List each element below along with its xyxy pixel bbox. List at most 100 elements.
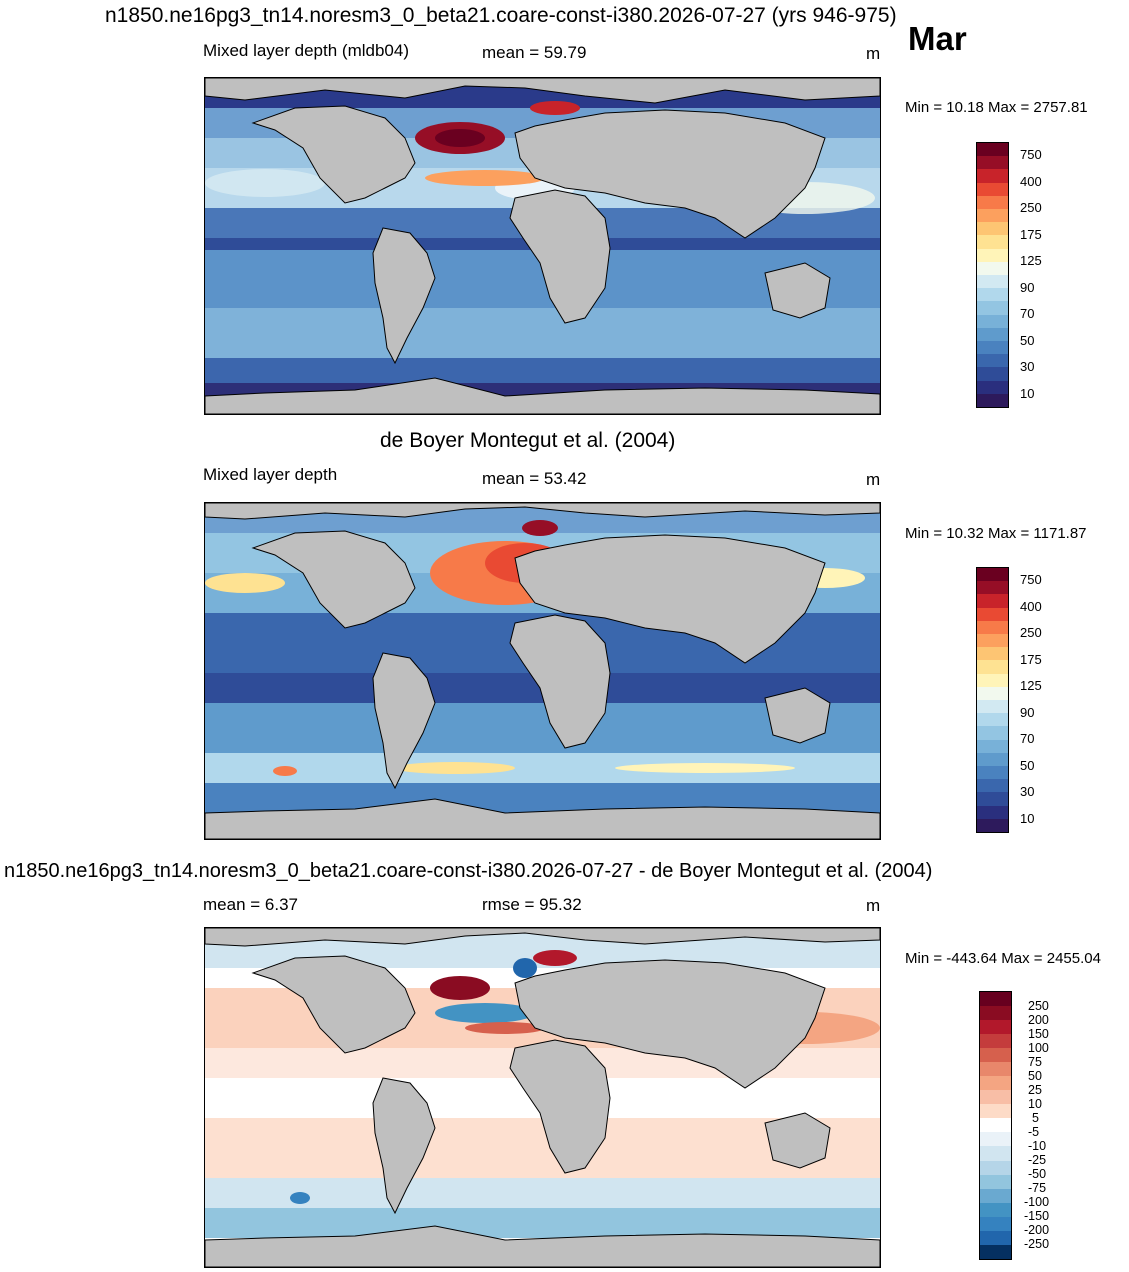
panel3-tick: 150 [1028, 1027, 1049, 1041]
panel1-colorbar-swatch [977, 209, 1008, 223]
panel1-colorbar-swatch [977, 235, 1008, 249]
panel1-tick: 10 [1020, 386, 1035, 401]
panel2-colorbar-swatch [977, 766, 1008, 780]
panel1-tick: 50 [1020, 333, 1035, 348]
panel3-tick: -150 [1024, 1209, 1050, 1223]
panel3-colorbar-swatch [980, 1104, 1011, 1119]
panel3-colorbar-swatch [980, 1202, 1011, 1217]
panel3-mean-label: mean = 6.37 [203, 895, 298, 914]
panel1-tick: 250 [1020, 200, 1042, 215]
panel2-colorbar-swatch [977, 581, 1008, 595]
panel3-tick: 10 [1028, 1097, 1042, 1111]
panel1-colorbar-swatch [977, 354, 1008, 368]
panel1-tick: 70 [1020, 306, 1035, 321]
panel3-tick: -5 [1028, 1125, 1040, 1139]
panel3-colorbar-swatch [980, 1048, 1011, 1063]
panel1-minmax-label: Min = 10.18 Max = 2757.81 [905, 99, 1088, 116]
panel2-colorbar-swatch [977, 660, 1008, 674]
panel3-colorbar-swatch [980, 1062, 1011, 1077]
panel2-colorbar [976, 567, 1009, 833]
panel3-tick: -200 [1024, 1223, 1050, 1237]
panel1-tick: 30 [1020, 359, 1035, 374]
panel3-tick: 25 [1028, 1083, 1042, 1097]
panel3-rmse-label: rmse = 95.32 [482, 895, 582, 914]
panel2-colorbar-swatch [977, 726, 1008, 740]
panel2-colorbar-swatch [977, 686, 1008, 701]
panel3-map-field [205, 928, 880, 1267]
panel3-colorbar-swatch [980, 1020, 1011, 1035]
panel2-tick: 90 [1020, 705, 1035, 720]
panel2-colorbar-swatch [977, 647, 1008, 661]
panel3-tick: 100 [1028, 1041, 1049, 1055]
panel1-colorbar-swatch [977, 143, 1008, 157]
panel1-colorbar-swatch [977, 275, 1008, 289]
panel2-tick: 30 [1020, 784, 1035, 799]
panel2-colorbar-swatch [977, 739, 1008, 753]
panel1-colorbar-swatch [977, 182, 1008, 196]
panel1-colorbar-swatch [977, 380, 1008, 394]
panel2-tick: 400 [1020, 599, 1042, 614]
panel1-colorbar-swatch [977, 261, 1008, 276]
panel3-colorbar-swatch [980, 1132, 1011, 1147]
panel3-colorbar-swatch [980, 1006, 1011, 1021]
panel2-colorbar-swatch [977, 634, 1008, 648]
panel2-colorbar-swatch [977, 779, 1008, 793]
panel1-colorbar-swatch [977, 222, 1008, 236]
panel1-tick: 750 [1020, 147, 1042, 162]
panel1-colorbar-swatch [977, 248, 1008, 262]
panel2-colorbar-swatch [977, 713, 1008, 727]
panel1-colorbar-swatch [977, 288, 1008, 302]
panel2-colorbar-swatch [977, 752, 1008, 767]
panel1-variable-label: Mixed layer depth (mldb04) [203, 41, 409, 60]
panel1-tick: 125 [1020, 253, 1042, 268]
panel2-colorbar-swatch [977, 805, 1008, 819]
panel3-colorbar-swatch [980, 1118, 1011, 1133]
panel2-tick: 750 [1020, 572, 1042, 587]
panel1-colorbar-swatch [977, 393, 1008, 407]
panel3-tick: -75 [1028, 1181, 1047, 1195]
panel3-colorbar-swatch [980, 1076, 1011, 1091]
panel3-colorbar-swatch [980, 1188, 1011, 1203]
panel3-tick: -25 [1028, 1153, 1047, 1167]
panel3-colorbar-swatch [980, 1244, 1011, 1259]
panel1-tick: 175 [1020, 227, 1042, 242]
panel1-colorbar [976, 142, 1009, 408]
panel1-colorbar-swatch [977, 314, 1008, 328]
panel3-tick: 75 [1028, 1055, 1042, 1069]
panel1-tick: 90 [1020, 280, 1035, 295]
panel1-colorbar-swatch [977, 301, 1008, 315]
panel2-colorbar-swatch [977, 792, 1008, 806]
panel1-colorbar-swatch [977, 367, 1008, 381]
panel2-colorbar-swatch [977, 620, 1008, 635]
panel3-colorbar-swatch [980, 1230, 1011, 1245]
panel2-colorbar-swatch [977, 594, 1008, 608]
panel3-unit-label: m [866, 896, 881, 915]
panel1-colorbar-swatch [977, 327, 1008, 342]
panel2-tick: 125 [1020, 678, 1042, 693]
panel2-colorbar-ticks: 750 400 250 175 125 90 70 50 30 10 [1020, 567, 1080, 831]
panel3-minmax-label: Min = -443.64 Max = 2455.04 [905, 950, 1101, 967]
panel3-colorbar-swatch [980, 1174, 1011, 1189]
panel3-colorbar-swatch [980, 992, 1011, 1007]
panel2-mean-label: mean = 53.42 [482, 469, 587, 488]
panel2-colorbar-swatch [977, 673, 1008, 687]
panel3-tick: -10 [1028, 1139, 1047, 1153]
panel1-unit-label: m [866, 44, 881, 63]
panel2-variable-label: Mixed layer depth [203, 465, 338, 484]
panel2-tick: 10 [1020, 811, 1035, 826]
panel3-colorbar-swatch [980, 1090, 1011, 1105]
panel3-colorbar-swatch [980, 1034, 1011, 1049]
figure-title: n1850.ne16pg3_tn14.noresm3_0_beta21.coar… [105, 4, 897, 27]
panel1-colorbar-swatch [977, 341, 1008, 355]
panel1-mean-label: mean = 59.79 [482, 43, 587, 62]
panel1-colorbar-ticks: 750 400 250 175 125 90 70 50 30 10 [1020, 142, 1080, 406]
panel1-tick: 400 [1020, 174, 1042, 189]
panel3-tick: -50 [1028, 1167, 1047, 1181]
panel3-tick: 200 [1028, 1013, 1049, 1027]
panel2-colorbar-swatch [977, 568, 1008, 582]
panel3-tick: -250 [1024, 1237, 1050, 1251]
panel3-colorbar-swatch [980, 1216, 1011, 1231]
panel2-colorbar-swatch [977, 607, 1008, 621]
panel3-tick: 50 [1028, 1069, 1042, 1083]
month-label: Mar [908, 20, 967, 57]
